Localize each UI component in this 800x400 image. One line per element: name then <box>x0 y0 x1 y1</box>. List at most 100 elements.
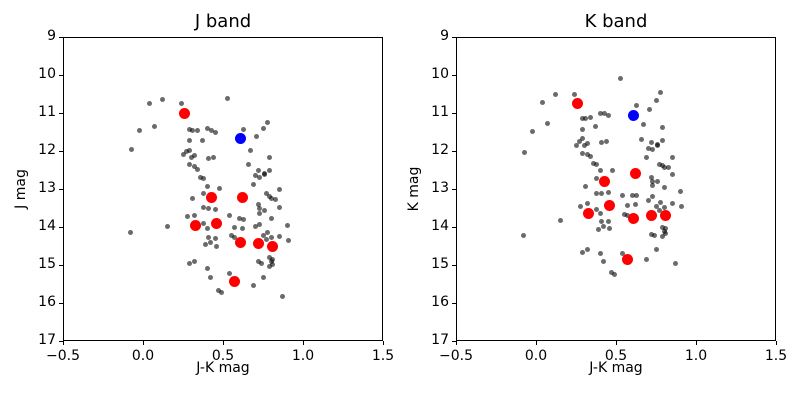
y-tick-label: 12 <box>38 142 56 159</box>
y-tick-mark <box>452 340 456 342</box>
field-star-point <box>194 166 200 172</box>
field-star-point <box>206 206 212 212</box>
field-star-point <box>653 97 659 103</box>
field-star-point <box>250 282 256 288</box>
field-star-point <box>204 126 210 132</box>
x-tick-mark <box>535 341 537 345</box>
field-star-point <box>266 155 272 161</box>
field-star-point <box>270 257 276 263</box>
field-star-point <box>530 128 536 134</box>
red-member-point <box>252 237 264 249</box>
field-star-point <box>659 137 665 143</box>
field-star-point <box>215 288 221 294</box>
y-tick-label: 15 <box>38 256 56 273</box>
y-tick-mark <box>452 302 456 304</box>
x-tick-label: 1.0 <box>684 348 708 364</box>
field-star-point <box>226 213 232 219</box>
y-tick-mark <box>59 226 63 228</box>
field-star-point <box>262 208 268 214</box>
field-star-point <box>605 219 611 225</box>
field-star-point <box>231 235 237 241</box>
field-star-point <box>201 190 207 196</box>
y-tick-label: 14 <box>38 218 56 235</box>
x-axis-label: J-K mag <box>589 360 643 376</box>
red-member-point <box>235 236 247 248</box>
field-star-point <box>621 211 627 217</box>
panel-title: J band <box>194 11 252 32</box>
field-star-point <box>257 210 263 216</box>
field-star-point <box>650 178 656 184</box>
field-star-point <box>645 197 651 203</box>
field-star-point <box>212 236 218 242</box>
field-star-point <box>658 90 664 96</box>
field-star-point <box>603 138 609 144</box>
field-star-point <box>260 126 266 132</box>
y-tick-mark <box>59 188 63 190</box>
field-star-point <box>610 167 616 173</box>
field-star-point <box>661 228 667 234</box>
field-star-point <box>247 147 253 153</box>
field-star-point <box>201 204 207 210</box>
field-star-point <box>611 271 617 277</box>
red-member-point <box>628 212 640 224</box>
field-star-point <box>255 201 261 207</box>
field-star-point <box>217 185 223 191</box>
panel-title: K band <box>584 11 648 32</box>
field-star-point <box>579 150 585 156</box>
field-star-point <box>266 254 272 260</box>
field-star-point <box>231 225 237 231</box>
field-star-point <box>618 75 624 81</box>
x-tick-mark <box>222 341 224 345</box>
y-tick-label: 10 <box>431 66 449 83</box>
field-star-point <box>186 137 192 143</box>
field-star-point <box>599 219 605 225</box>
field-star-point <box>151 123 157 129</box>
field-star-point <box>209 127 215 133</box>
red-member-point <box>228 276 240 288</box>
field-star-point <box>656 161 662 167</box>
field-star-point <box>653 246 659 252</box>
field-star-point <box>260 275 266 281</box>
field-star-point <box>640 122 646 127</box>
field-star-point <box>250 181 256 187</box>
field-star-point <box>659 233 665 239</box>
field-star-point <box>584 201 590 207</box>
field-star-point <box>597 250 603 256</box>
red-member-point <box>583 207 595 219</box>
field-star-point <box>185 214 191 220</box>
field-star-point <box>669 201 675 207</box>
y-tick-mark <box>452 188 456 190</box>
field-star-point <box>214 243 220 249</box>
x-tick-label: 0.0 <box>524 348 548 364</box>
field-star-point <box>579 115 585 121</box>
field-star-point <box>661 204 667 210</box>
field-star-point <box>207 275 213 281</box>
field-star-point <box>605 112 611 118</box>
field-star-point <box>573 142 579 148</box>
field-star-point <box>579 249 585 255</box>
y-tick-label: 12 <box>431 142 449 159</box>
field-star-point <box>661 185 667 191</box>
field-star-point <box>268 195 274 201</box>
blue-member-point <box>628 109 640 121</box>
field-star-point <box>679 203 685 209</box>
field-star-point <box>262 170 268 176</box>
field-star-point <box>212 206 218 212</box>
field-star-point <box>552 92 558 98</box>
blue-member-point <box>235 132 247 144</box>
field-star-point <box>199 137 205 143</box>
field-star-point <box>276 187 282 193</box>
field-star-point <box>659 125 665 131</box>
y-tick-label: 11 <box>431 104 449 121</box>
x-axis-label: J-K mag <box>196 360 250 376</box>
x-tick-mark <box>302 341 304 345</box>
field-star-point <box>239 225 245 231</box>
x-tick-label: 0.0 <box>131 348 155 364</box>
y-tick-mark <box>452 112 456 114</box>
field-star-point <box>129 147 135 153</box>
field-star-point <box>188 154 194 160</box>
red-member-point <box>206 192 218 204</box>
y-tick-mark <box>452 264 456 266</box>
